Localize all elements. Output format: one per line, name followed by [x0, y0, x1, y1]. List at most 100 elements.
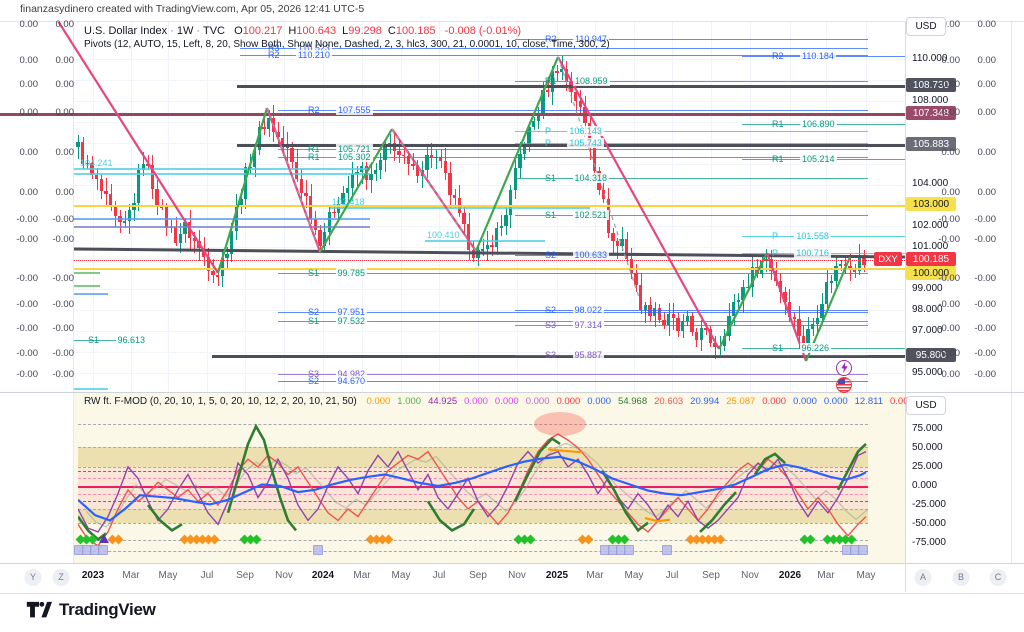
- time-axis[interactable]: [0, 563, 1024, 594]
- indicator-value: 12.811: [854, 396, 883, 407]
- price-label: 97.000: [912, 325, 943, 336]
- candle-wick: [831, 275, 833, 293]
- candle-body: [806, 329, 810, 344]
- indicator-scale-label: 0.000: [912, 480, 938, 491]
- pane-divider[interactable]: [0, 392, 1024, 393]
- candle-body: [592, 147, 596, 172]
- price-scale-divider[interactable]: [905, 22, 906, 592]
- footer: TradingView: [26, 600, 156, 620]
- pivot-label: S2 97.951: [308, 307, 368, 317]
- indicator-scale-label: 75.000: [912, 423, 943, 434]
- candle-body: [639, 284, 643, 311]
- pivot-label-text: P: [545, 138, 551, 148]
- pivot-label: R1 108.959: [545, 76, 610, 86]
- candle-body: [666, 313, 671, 326]
- candle-body: [304, 193, 308, 196]
- candle-body: [480, 249, 485, 251]
- indicator-pink-dashed-line: [78, 494, 868, 495]
- pivot-label-text: R1: [772, 119, 784, 129]
- price-label: 101.000: [912, 241, 949, 252]
- candle-body: [722, 335, 727, 346]
- change-value: -0.008 (-0.01%): [444, 25, 522, 37]
- axis-button-C[interactable]: C: [989, 569, 1007, 586]
- zero-value-label: 0.00: [977, 19, 997, 30]
- candle-body: [448, 172, 452, 195]
- candle-body: [443, 160, 448, 173]
- signal-square: [624, 545, 634, 555]
- candle-body: [699, 328, 703, 341]
- zero-value-label: 0.00: [941, 107, 961, 118]
- pivot-label: S2 94.670: [308, 376, 368, 386]
- pivot-value: 105.214: [800, 154, 837, 164]
- axis-button-B[interactable]: B: [952, 569, 970, 586]
- zero-value-label: -0.00: [52, 369, 74, 380]
- zero-value-label: -0.00: [938, 273, 960, 284]
- time-tick-Mar: Mar: [817, 570, 835, 581]
- pivot-extension-line: [74, 226, 370, 228]
- candle-body: [476, 250, 480, 259]
- candle-body: [294, 162, 299, 180]
- candle-body: [741, 287, 745, 300]
- indicator-gray-dashed-line: [78, 447, 868, 448]
- zero-value-label: -0.00: [52, 234, 74, 245]
- pivot-label: S1 104.318: [545, 173, 610, 183]
- ohlc-key: C: [387, 25, 396, 37]
- candle-body: [271, 117, 276, 133]
- pivot-extension-line: [74, 173, 370, 175]
- pivot-value: 99.785: [335, 268, 368, 278]
- candle-body: [299, 179, 303, 194]
- pivot-extension-label: 104.241: [80, 158, 113, 168]
- candle-body: [308, 195, 313, 219]
- candle-body: [839, 264, 843, 267]
- lightning-icon[interactable]: [836, 360, 852, 376]
- candle-body: [108, 194, 113, 206]
- candle-body: [532, 120, 536, 127]
- candle-body: [671, 313, 675, 319]
- zero-value-label: -0.00: [16, 348, 38, 359]
- candle-body: [792, 317, 796, 319]
- pivot-label-text: S1: [308, 268, 320, 278]
- axis-button-Y[interactable]: Y: [24, 569, 42, 586]
- candle-body: [467, 224, 471, 251]
- pivot-label-text: R1: [772, 154, 784, 164]
- signal-square: [662, 545, 672, 555]
- candle-body: [127, 209, 131, 222]
- zero-value-label: 0.00: [55, 55, 75, 66]
- pivot-line: [515, 355, 868, 356]
- time-tick-Nov: Nov: [508, 570, 526, 581]
- signal-triangle: [99, 534, 109, 543]
- indicator-scale-label: 50.000: [912, 442, 943, 453]
- axis-button-Z[interactable]: Z: [52, 569, 70, 586]
- pivot-label-text: R1: [545, 76, 557, 86]
- indicator-legend[interactable]: RW ft. F-MOD (0, 20, 10, 1, 5, 0, 20, 10…: [84, 396, 945, 407]
- price-badge: 100.185: [906, 252, 956, 266]
- candle-body: [183, 221, 187, 234]
- zero-value-label: -0.00: [16, 369, 38, 380]
- pivot-line: [278, 374, 868, 375]
- price-label: 98.000: [912, 304, 943, 315]
- pivot-value: 101.558: [794, 231, 831, 241]
- axis-button-A[interactable]: A: [914, 569, 932, 586]
- pivot-label: R1 105.214: [772, 154, 837, 164]
- indicator-currency-button[interactable]: USD: [906, 396, 946, 415]
- ohlc-value: 100.643: [296, 25, 337, 37]
- symbol-legend[interactable]: U.S. Dollar Index · 1W · TVC O100.217 H100.64…: [84, 25, 521, 37]
- candle-wick: [436, 150, 438, 169]
- pivots-legend[interactable]: Pivots (12, AUTO, 15, Left, 8, 20, Show …: [84, 39, 610, 50]
- indicator-gray-dashed-line: [78, 523, 868, 524]
- time-tick-Mar: Mar: [586, 570, 604, 581]
- pivot-label-text: R1: [308, 152, 320, 162]
- zero-value-label: 0.00: [55, 107, 75, 118]
- candle-body: [374, 170, 378, 174]
- price-badge: 100.000: [906, 266, 956, 280]
- main-currency-button[interactable]: USD: [906, 17, 946, 36]
- zero-value-label: 0.00: [977, 187, 997, 198]
- pivot-value: 95.887: [572, 350, 605, 360]
- candle-body: [508, 190, 513, 215]
- candle-body: [490, 244, 494, 248]
- zero-value-label: -0.00: [974, 273, 996, 284]
- tradingview-logo[interactable]: [26, 600, 52, 620]
- zero-value-label: 0.00: [55, 147, 75, 158]
- us-flag-icon[interactable]: [836, 377, 852, 393]
- right-edge-divider: [1011, 22, 1012, 592]
